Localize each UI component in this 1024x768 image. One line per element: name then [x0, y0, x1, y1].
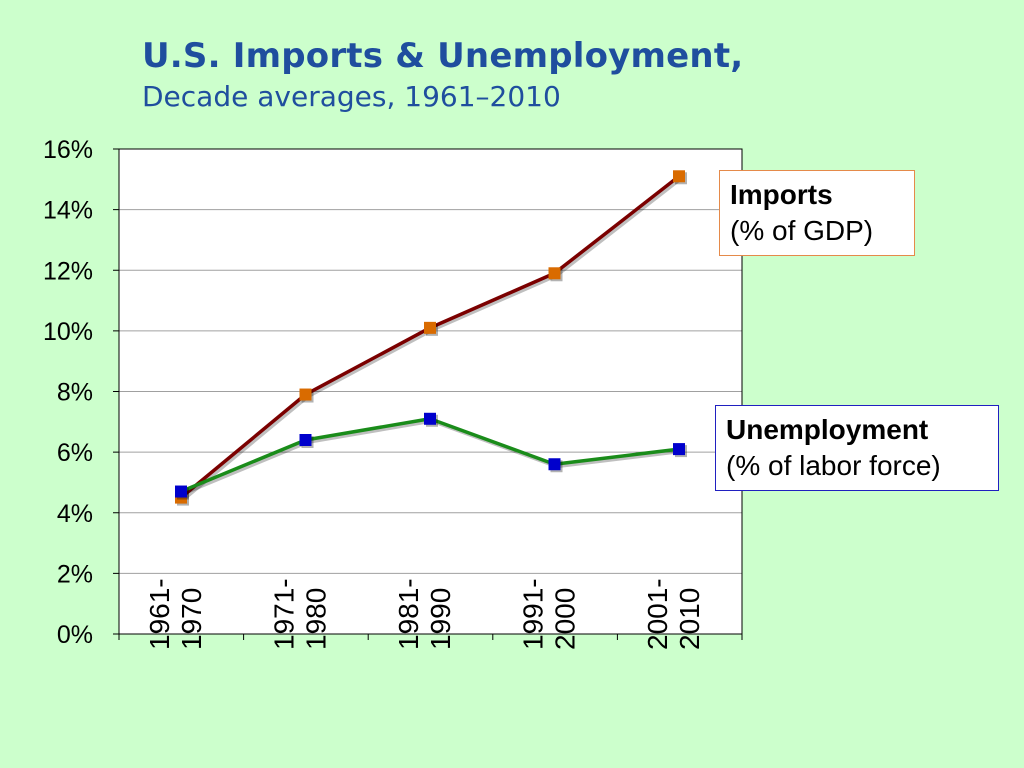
y-tick-label: 14% [43, 197, 93, 225]
y-tick-label: 6% [57, 439, 93, 467]
imports-marker [424, 321, 436, 334]
x-tick-label: 1981-1990 [393, 578, 456, 650]
unemployment-marker [175, 485, 187, 498]
x-tick-label: 1991-2000 [518, 578, 581, 650]
imports-marker [673, 170, 685, 183]
y-tick-label: 4% [57, 500, 93, 528]
legend-unemployment-name: Unemployment [726, 414, 929, 445]
chart-subtitle: Decade averages, 1961–2010 [142, 80, 561, 113]
x-tick-label: 2001-2010 [642, 578, 705, 650]
legend-unemployment-unit: (% of labor force) [726, 450, 941, 481]
unemployment-marker [548, 458, 561, 471]
unemployment-marker [424, 412, 436, 425]
y-tick-label: 10% [43, 318, 93, 346]
unemployment-marker [299, 434, 312, 446]
plot-border [118, 148, 743, 635]
unemployment-marker [673, 443, 685, 456]
y-tick-label: 2% [57, 560, 93, 588]
title-block: U.S. Imports & Unemployment, Decade aver… [142, 36, 743, 113]
y-tick-label: 0% [57, 621, 93, 649]
imports-marker [299, 388, 312, 401]
y-tick-label: 8% [57, 379, 93, 407]
x-tick-label: 1961-1970 [144, 578, 207, 650]
chart-title: U.S. Imports & Unemployment, [142, 36, 744, 76]
legend-imports-unit: (% of GDP) [730, 215, 874, 246]
y-tick-label: 16% [43, 136, 93, 164]
legend-imports-name: Imports [730, 179, 833, 210]
legend-unemployment: Unemployment (% of labor force) [715, 405, 999, 491]
y-tick-label: 12% [43, 257, 93, 285]
x-tick-label: 1971-1980 [269, 578, 332, 650]
imports-marker [548, 267, 561, 280]
legend-imports: Imports (% of GDP) [719, 170, 915, 256]
